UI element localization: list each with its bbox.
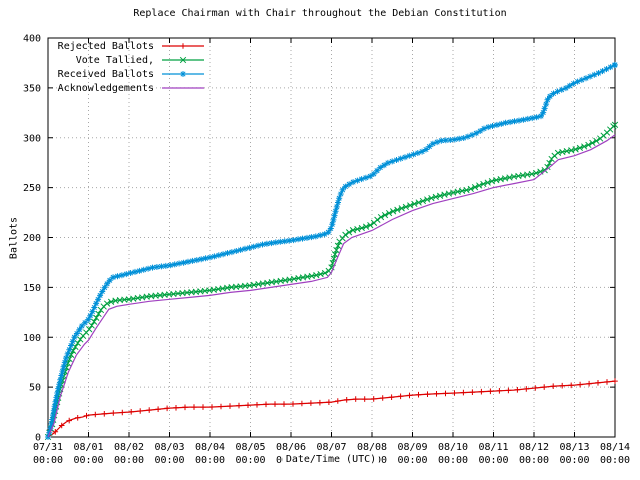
legend: Rejected Ballots Vote Tallied, Received … [56,39,206,95]
x-tick-sublabel: 00:00 [600,455,630,466]
x-tick-label: 07/31 [33,442,63,453]
x-tick-label: 08/05 [235,442,265,453]
x-tick-label: 08/06 [276,442,306,453]
series-markers-1 [44,121,619,441]
y-tick-label: 100 [23,333,41,344]
y-tick-label: 350 [23,83,41,94]
x-tick-label: 08/14 [600,442,630,453]
legend-sample-icon [162,43,204,49]
plot-frame [47,37,616,438]
legend-sample-icon [162,56,204,64]
x-tick-sublabel: 00:00 [478,455,508,466]
x-tick-sublabel: 00:00 [235,455,265,466]
x-tick-sublabel: 00:00 [559,455,589,466]
series-line-3 [47,134,616,438]
y-tick-label: 0 [35,433,41,444]
legend-label: Vote Tallied, [75,54,154,66]
x-tick-sublabel: 00:00 [73,455,103,466]
x-tick-label: 08/02 [114,442,144,453]
legend-entry-received: Received Ballots [56,67,206,81]
x-tick-label: 08/11 [478,442,508,453]
series-line-0 [47,380,616,438]
y-axis-label: Ballots [8,216,20,260]
y-tick-label: 50 [29,383,41,394]
x-tick-label: 08/04 [195,442,225,453]
legend-label: Received Ballots [57,68,154,80]
y-tick-label: 400 [23,34,41,45]
x-tick-sublabel: 00:00 [438,455,468,466]
y-tick-label: 150 [23,283,41,294]
x-tick-label: 08/03 [154,442,184,453]
x-tick-sublabel: 00:00 [154,455,184,466]
y-tick-label: 200 [23,233,41,244]
x-tick-sublabel: 00:00 [397,455,427,466]
y-tick-label: 250 [23,183,41,194]
x-tick-label: 08/12 [519,442,549,453]
legend-entry-rejected: Rejected Ballots [56,39,206,53]
x-tick-sublabel: 00:00 [519,455,549,466]
legend-sample-icon [162,71,204,77]
legend-entry-tallied: Vote Tallied, [56,53,206,67]
x-tick-label: 08/13 [559,442,589,453]
legend-label: Acknowledgements [57,82,154,94]
legend-sample-icon [162,87,204,89]
x-tick-label: 08/09 [397,442,427,453]
legend-label: Rejected Ballots [57,40,154,52]
x-tick-label: 08/07 [316,442,346,453]
y-tick-label: 300 [23,133,41,144]
x-tick-sublabel: 00:00 [114,455,144,466]
x-axis-label: Date/Time (UTC) [282,454,380,465]
x-tick-label: 08/08 [357,442,387,453]
x-tick-sublabel: 00:00 [195,455,225,466]
x-tick-label: 08/01 [73,442,103,453]
x-tick-label: 08/10 [438,442,468,453]
x-tick-sublabel: 00:00 [33,455,63,466]
chart-title: Replace Chairman with Chair throughout t… [133,8,507,19]
legend-entry-acknowledgements: Acknowledgements [56,81,206,95]
